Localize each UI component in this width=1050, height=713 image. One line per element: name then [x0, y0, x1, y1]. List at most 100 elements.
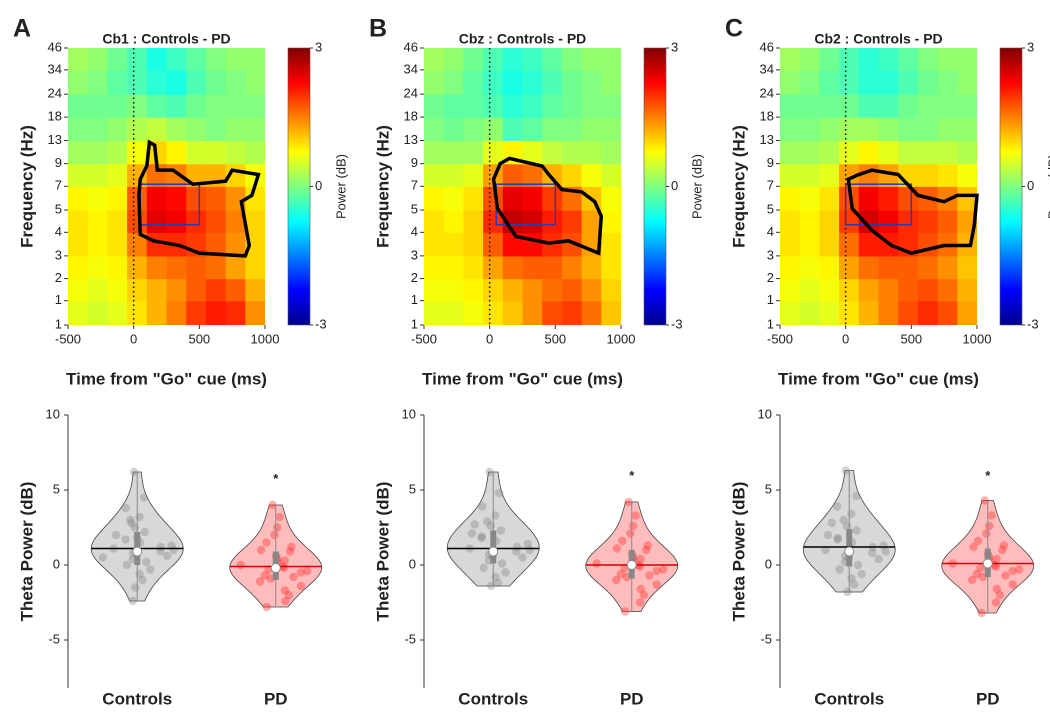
y-tick-label: 4 [411, 224, 418, 239]
data-point [280, 586, 290, 595]
median-dot [270, 563, 281, 573]
data-point [842, 521, 852, 531]
heat-cell [780, 186, 801, 211]
heat-cell [127, 140, 148, 165]
heat-cell [166, 94, 187, 118]
x-tick-label: Controls [102, 689, 172, 708]
heat-cell [780, 48, 801, 71]
y-tick-label: 13 [404, 132, 418, 147]
heat-cell [799, 117, 820, 142]
cluster-outline [491, 156, 604, 256]
y-tick-label: 1 [55, 292, 62, 307]
x-axis-label: Time from "Go" cue (ms) [66, 369, 267, 388]
heat-cell [858, 117, 880, 142]
y-tick-label: 3 [767, 247, 774, 262]
heat-cell [937, 48, 958, 71]
heat-cell [780, 300, 801, 325]
colorbar [287, 47, 311, 326]
heat-cell [245, 232, 265, 257]
heat-cell [780, 255, 801, 280]
y-tick-label: 5 [411, 201, 418, 216]
heat-cell [561, 278, 583, 302]
heat-cell [225, 48, 246, 71]
y-tick-label: 18 [760, 109, 774, 124]
x-tick-label: -500 [411, 331, 437, 346]
heat-cell [937, 300, 958, 325]
x-tick-label: 0 [130, 331, 137, 346]
heat-cell [799, 278, 820, 302]
heat-cell [522, 300, 543, 325]
y-tick-label: 46 [48, 39, 62, 54]
heat-cell [581, 48, 602, 71]
data-point [991, 598, 1001, 607]
y-tick-label: 46 [404, 39, 418, 54]
data-point [821, 545, 830, 555]
colorbar-tick-label: 0 [1027, 178, 1034, 193]
data-point [636, 584, 645, 594]
data-point [629, 521, 638, 531]
heat-cell [957, 69, 977, 95]
heat-cell [522, 69, 543, 95]
heat-cell [166, 186, 187, 211]
y-tick-label: 5 [53, 481, 60, 496]
heat-cell [87, 69, 108, 95]
heat-cell [186, 69, 207, 95]
heat-cell [205, 69, 227, 95]
heat-cell [483, 255, 504, 280]
heat-cell [424, 300, 445, 325]
heat-cell [127, 255, 148, 280]
heat-cell [443, 140, 464, 165]
heat-cell [245, 140, 265, 165]
data-point [284, 590, 294, 600]
y-tick-label: 10 [758, 406, 772, 421]
data-point [833, 533, 842, 543]
significance-marker: * [985, 468, 991, 483]
median-dot [844, 546, 855, 557]
heat-cell [68, 69, 89, 95]
x-tick-label: 1000 [963, 331, 992, 346]
data-point [636, 554, 645, 564]
heat-cell [483, 94, 504, 118]
heat-cell [225, 255, 246, 280]
data-point [496, 526, 506, 535]
data-point [992, 584, 1002, 594]
heat-cell [483, 140, 504, 165]
heat-cell [443, 48, 464, 71]
heat-cell [858, 255, 880, 280]
y-axis-label: Theta Power (dB) [729, 482, 748, 622]
heat-cell [522, 163, 543, 187]
heat-cell [937, 94, 958, 118]
data-point [847, 509, 856, 519]
heat-cell [443, 210, 464, 233]
heat-cell [601, 140, 621, 165]
heat-cell [87, 117, 108, 142]
data-point [1008, 566, 1017, 576]
data-point [127, 518, 136, 528]
data-point [841, 466, 850, 475]
heat-cell [858, 48, 880, 71]
heat-cell [424, 163, 445, 187]
heat-cell [68, 163, 89, 187]
data-point [296, 581, 306, 591]
data-point [139, 493, 149, 502]
y-axis-label: Frequency (Hz) [17, 125, 36, 248]
heat-cell [107, 94, 128, 118]
heat-cell [107, 163, 128, 187]
y-axis-label: Frequency (Hz) [373, 125, 392, 248]
heat-cell [858, 300, 880, 325]
data-point [491, 511, 500, 520]
heat-cell [483, 117, 504, 142]
data-point [618, 536, 627, 546]
heat-cell [542, 48, 563, 71]
data-point [280, 556, 289, 565]
heat-cell [483, 278, 504, 302]
data-point [823, 530, 833, 540]
heat-cell [107, 117, 128, 142]
data-point [992, 554, 1001, 564]
data-point [853, 560, 863, 570]
heat-cell [917, 278, 939, 302]
heat-cell [107, 232, 128, 257]
heat-cell [225, 94, 246, 118]
heat-cell [483, 300, 504, 325]
data-point [98, 553, 108, 562]
